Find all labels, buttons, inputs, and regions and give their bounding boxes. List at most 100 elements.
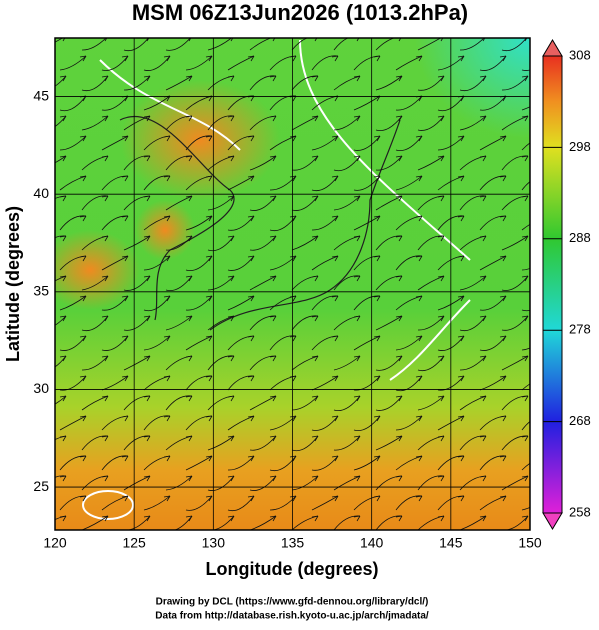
- streamline-arrow: [289, 175, 297, 182]
- streamline-arrow: [143, 115, 151, 122]
- streamline-arrow: [247, 215, 255, 222]
- streamline-arrow: [331, 455, 339, 462]
- streamline: [501, 275, 529, 291]
- streamline-arrow: [163, 375, 171, 382]
- streamline: [353, 215, 381, 231]
- streamline-arrow: [500, 536, 506, 541]
- streamline: [249, 475, 277, 491]
- streamline-arrow: [205, 295, 213, 302]
- streamline-arrow: [121, 295, 129, 302]
- streamline-arrow: [311, 315, 319, 322]
- y-tick-label: 35: [33, 283, 49, 299]
- streamline: [55, 115, 67, 127]
- streamline: [479, 55, 507, 71]
- credit-line: Drawing by DCL (https://www.gfd-dennou.o…: [156, 597, 429, 608]
- streamline-arrow: [395, 195, 403, 202]
- streamline-arrow: [143, 195, 151, 202]
- streamline-arrow: [205, 175, 213, 182]
- streamline: [143, 295, 171, 312]
- streamline: [291, 115, 319, 131]
- streamline: [479, 95, 507, 111]
- streamline: [501, 315, 529, 331]
- streamline-arrow: [79, 335, 87, 342]
- streamline-arrow: [163, 455, 171, 462]
- streamline: [417, 115, 445, 131]
- streamline-arrow: [205, 415, 213, 422]
- streamline-arrow: [331, 55, 339, 62]
- colorbar-tick-label: 268: [569, 413, 591, 428]
- streamline: [185, 455, 213, 471]
- streamline-arrow: [247, 255, 255, 262]
- x-tick-label: 130: [202, 535, 226, 551]
- streamline: [417, 395, 445, 411]
- streamline-arrow: [227, 155, 235, 162]
- streamline: [333, 515, 361, 530]
- y-tick-label: 40: [33, 185, 49, 201]
- streamline-arrow: [247, 375, 255, 382]
- streamline-arrow: [227, 475, 235, 482]
- streamline-arrow: [479, 435, 487, 442]
- streamline-arrow: [205, 55, 213, 62]
- streamline-arrow: [457, 495, 465, 502]
- streamline-arrow: [457, 415, 465, 422]
- streamline-arrow: [101, 115, 109, 122]
- streamline: [207, 355, 235, 371]
- streamline: [375, 155, 403, 171]
- streamline-arrow: [185, 195, 193, 202]
- field: [55, 38, 548, 541]
- streamline-arrow: [101, 235, 109, 242]
- streamline: [395, 135, 423, 151]
- streamline-arrow: [227, 355, 235, 362]
- colorbar-body: [542, 55, 563, 514]
- streamline: [269, 95, 297, 111]
- streamline-arrow: [415, 455, 423, 462]
- streamline-arrow: [311, 275, 319, 282]
- streamline-arrow: [499, 495, 507, 502]
- streamline-arrow: [185, 355, 193, 362]
- streamline-arrow: [521, 115, 529, 122]
- streamline-arrow: [479, 75, 487, 82]
- streamline-arrow: [185, 235, 193, 242]
- streamline: [123, 115, 151, 131]
- streamline: [101, 295, 129, 311]
- streamline-arrow: [331, 335, 339, 342]
- streamline-arrow: [269, 115, 277, 122]
- streamline-arrow: [205, 495, 213, 502]
- streamline-arrow: [415, 295, 423, 302]
- streamline: [459, 355, 487, 371]
- streamline-arrow: [269, 235, 277, 242]
- streamline-arrow: [499, 255, 507, 262]
- streamline-arrow: [373, 495, 381, 502]
- streamline: [207, 275, 235, 291]
- streamline-arrow: [79, 55, 87, 62]
- streamline-arrow: [227, 75, 235, 82]
- streamline-arrow: [479, 475, 487, 482]
- streamline-arrow: [542, 536, 548, 541]
- streamline-arrow: [121, 495, 129, 502]
- streamline-arrow: [415, 175, 423, 182]
- streamline-arrow: [269, 515, 277, 522]
- streamline-arrow: [437, 315, 445, 322]
- streamline-arrow: [143, 315, 151, 322]
- streamline-arrow: [521, 195, 529, 202]
- streamline: [101, 495, 129, 511]
- streamline-arrow: [289, 335, 297, 342]
- streamline: [417, 355, 445, 372]
- streamline-arrow: [79, 175, 87, 182]
- streamline-arrow: [247, 455, 255, 462]
- streamline: [59, 55, 87, 71]
- streamline: [185, 295, 213, 311]
- streamline: [459, 275, 487, 291]
- streamline: [417, 75, 445, 91]
- streamline-arrow: [311, 155, 319, 162]
- streamline-arrow: [457, 455, 465, 462]
- streamline-arrow: [353, 355, 361, 362]
- streamline-arrow: [269, 275, 277, 282]
- streamline: [333, 275, 361, 291]
- streamline-arrow: [79, 215, 87, 222]
- streamline: [353, 335, 381, 351]
- streamline-arrow: [205, 255, 213, 262]
- streamline-arrow: [185, 275, 193, 282]
- streamline-arrow: [121, 335, 129, 342]
- streamline: [291, 355, 319, 371]
